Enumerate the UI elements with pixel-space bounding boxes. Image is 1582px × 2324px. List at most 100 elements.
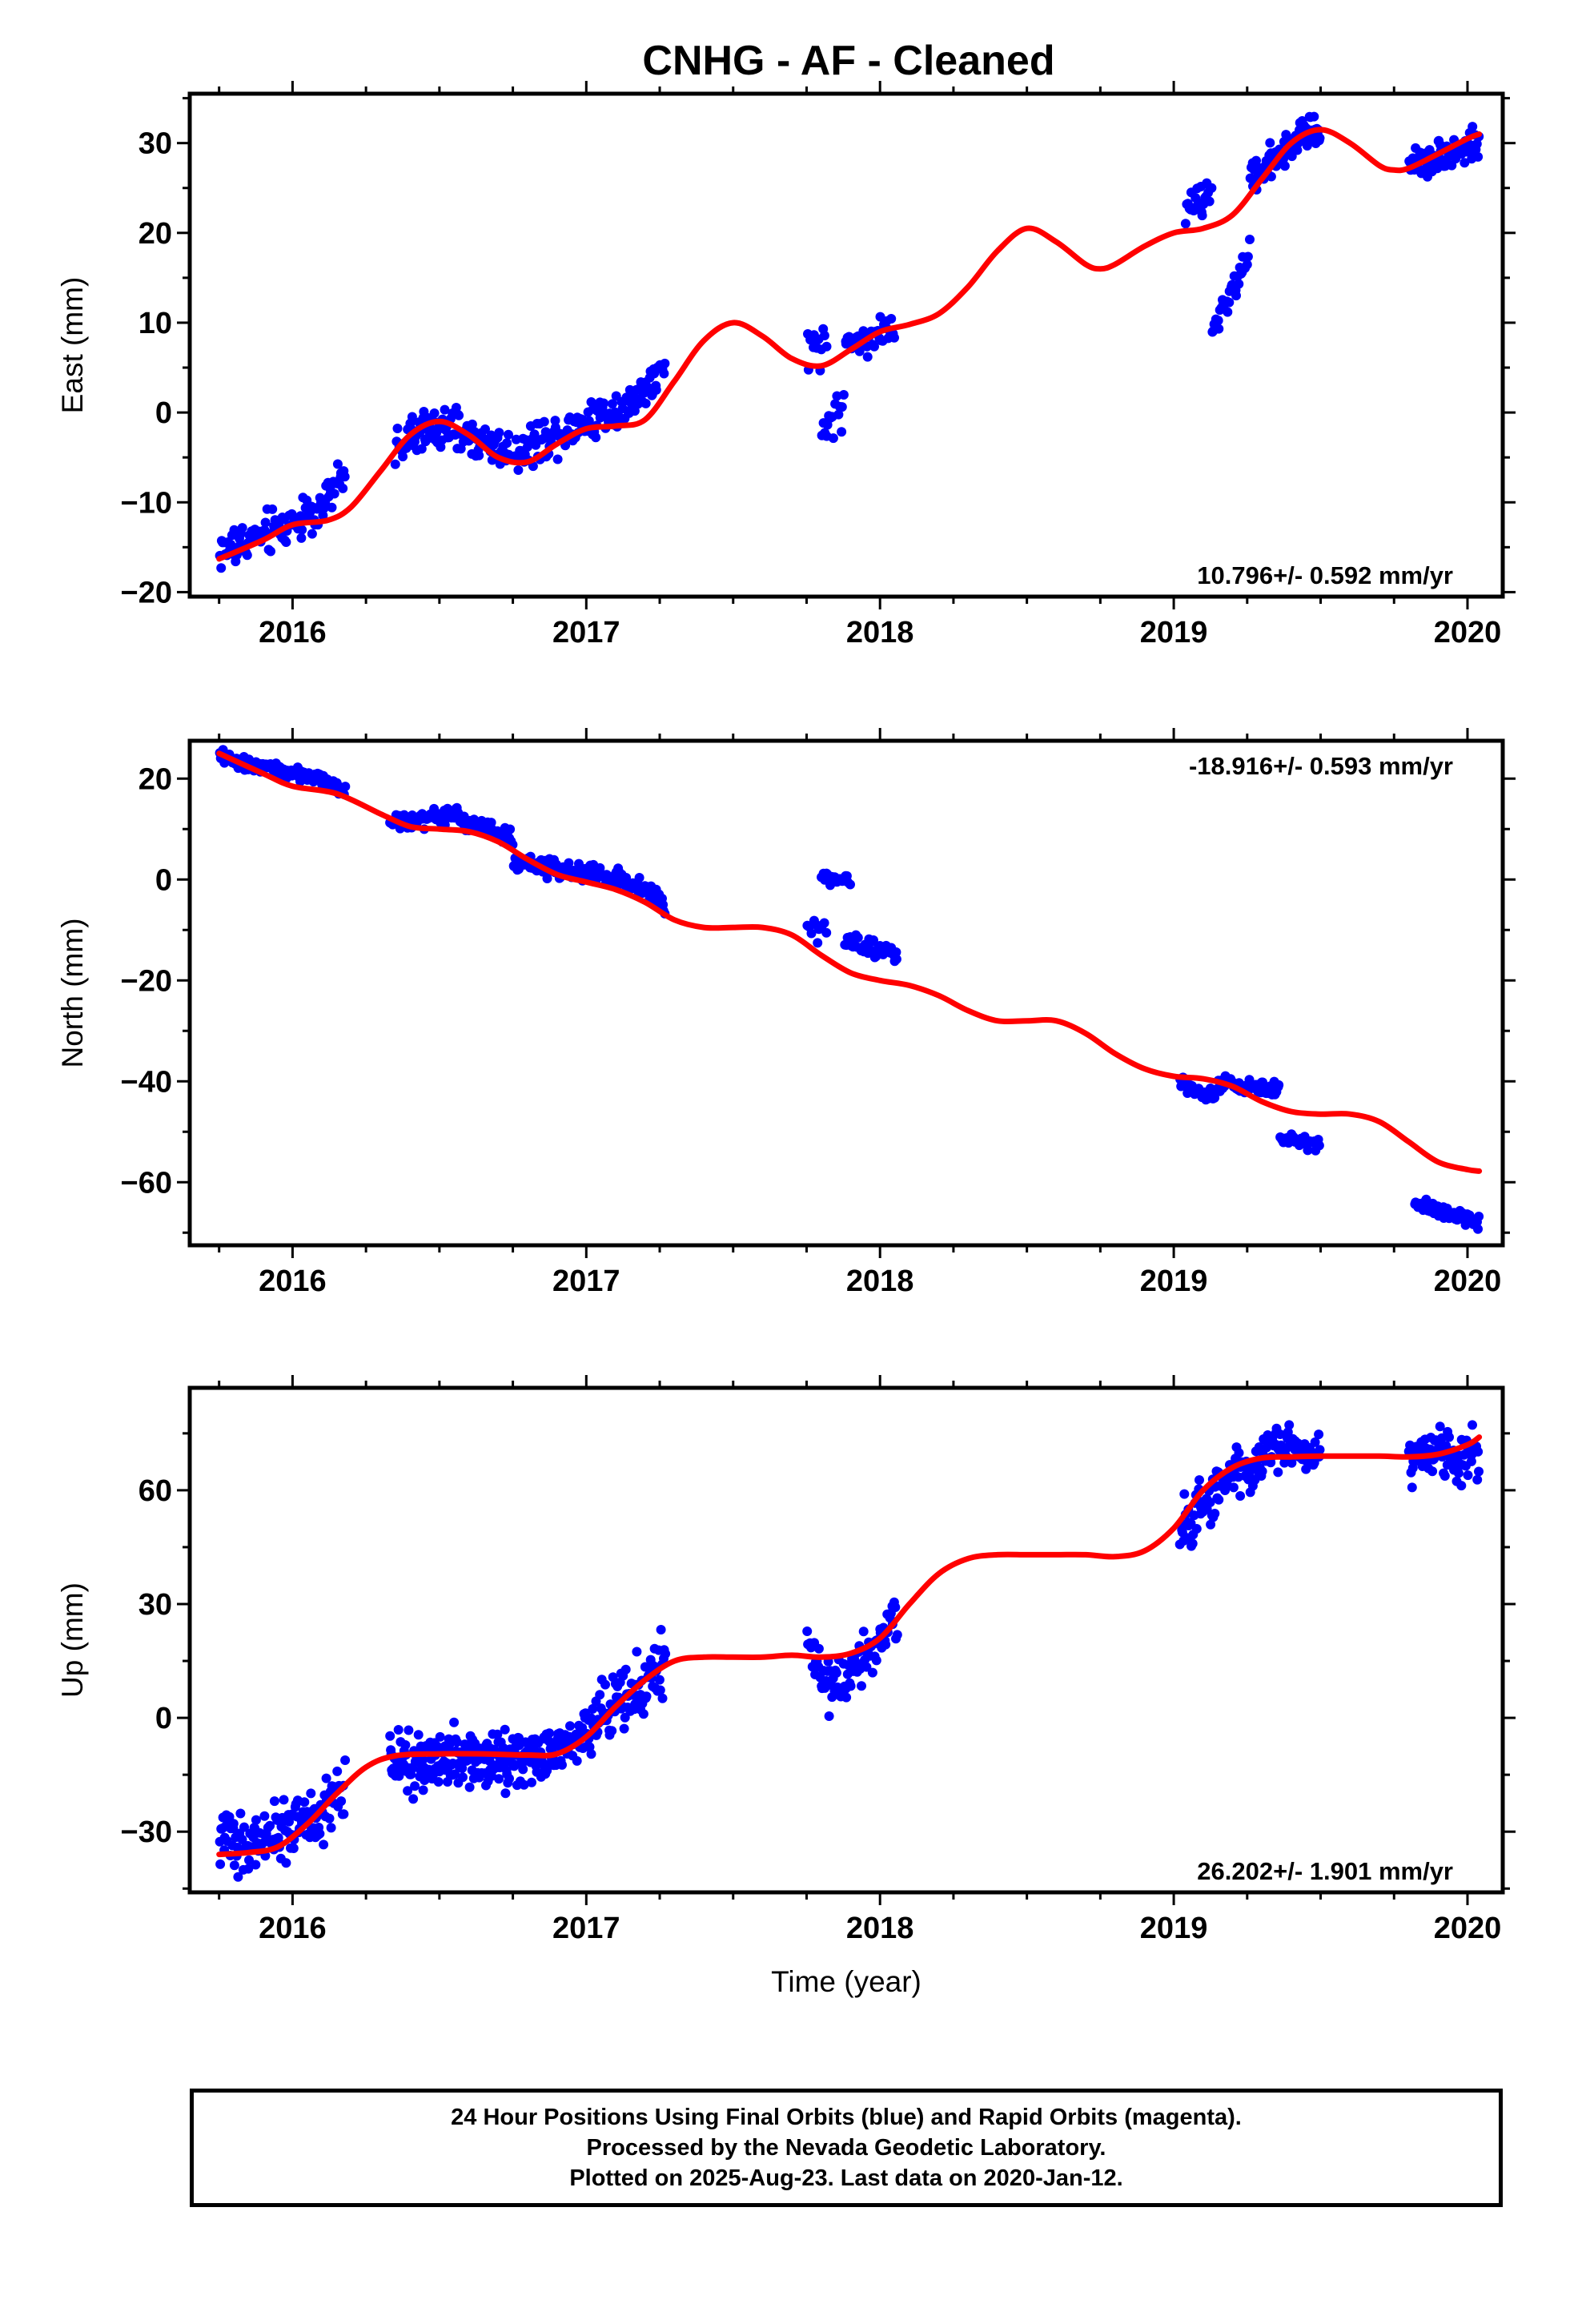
data-point: [454, 410, 464, 420]
data-point: [1310, 1437, 1320, 1447]
data-point: [1254, 1442, 1264, 1452]
data-point: [480, 424, 490, 434]
data-point: [403, 1786, 413, 1796]
data-point: [400, 1740, 411, 1750]
data-point: [620, 1664, 631, 1675]
data-point: [266, 546, 275, 557]
data-point: [1195, 1475, 1204, 1486]
data-point: [1303, 1145, 1313, 1156]
x-ticks: [218, 1375, 1469, 1905]
data-point: [600, 1679, 610, 1690]
data-point: [393, 1725, 404, 1735]
data-point: [216, 563, 227, 573]
data-point: [504, 1774, 514, 1783]
data-point: [1407, 1482, 1417, 1493]
data-point: [591, 432, 601, 443]
data-point: [1473, 151, 1484, 162]
data-point: [297, 525, 307, 535]
data-point: [837, 402, 847, 412]
data-point: [504, 429, 513, 440]
rate-label: -18.916+/- 0.593 mm/yr: [1189, 752, 1453, 780]
data-point: [1191, 1524, 1202, 1534]
data-point: [281, 1858, 291, 1868]
data-point: [474, 450, 484, 460]
x-axis-label: Time (year): [771, 1965, 921, 1998]
y-axis-label: Up (mm): [56, 1582, 89, 1698]
data-point: [385, 1731, 396, 1741]
data-point: [338, 483, 348, 493]
panel-east: 2016 2017 2018 2019 2020 −20 −10 0 10 20 30 East (m…: [56, 81, 1516, 649]
data-point: [306, 1788, 316, 1799]
data-point: [1275, 1429, 1285, 1439]
data-point: [595, 862, 605, 873]
data-point: [408, 1794, 419, 1804]
data-point: [588, 1703, 598, 1714]
data-point: [299, 1797, 310, 1807]
x-tick-label: 2016: [259, 1912, 327, 1945]
data-point: [552, 454, 563, 464]
data-point: [1472, 1474, 1483, 1485]
x-tick-label: 2020: [1434, 616, 1502, 649]
data-point: [429, 408, 440, 418]
model-curve: [216, 1434, 1483, 1858]
data-point: [239, 1822, 249, 1832]
data-point: [281, 537, 291, 547]
data-point: [871, 1655, 881, 1666]
data-point: [595, 1690, 605, 1700]
data-point: [607, 1726, 617, 1736]
data-point: [1441, 1441, 1452, 1451]
data-point: [632, 1647, 642, 1657]
data-point: [1474, 1466, 1484, 1477]
data-point: [315, 1828, 325, 1839]
rate-label: 26.202+/- 1.901 mm/yr: [1197, 1857, 1453, 1885]
data-point: [404, 1725, 414, 1735]
data-point: [599, 398, 608, 408]
data-point: [1427, 1466, 1438, 1477]
data-point: [550, 416, 560, 426]
data-point: [1207, 183, 1217, 193]
data-point: [267, 504, 278, 514]
data-point: [1436, 1433, 1447, 1443]
data-points: [215, 745, 1484, 1234]
data-point: [457, 1763, 468, 1773]
data-point: [228, 1819, 239, 1829]
data-point: [1444, 1432, 1454, 1442]
data-point: [1287, 1458, 1297, 1468]
data-point: [390, 459, 400, 469]
data-point: [819, 918, 829, 928]
data-point: [452, 1737, 462, 1747]
figure-title: CNHG - AF - Cleaned: [642, 38, 1054, 84]
data-point: [259, 1811, 270, 1821]
x-ticks: [218, 81, 1469, 609]
data-point: [1223, 307, 1233, 317]
data-point: [1265, 138, 1275, 148]
data-point: [640, 398, 651, 408]
data-point: [1456, 1481, 1467, 1491]
data-point: [269, 1796, 279, 1807]
data-point: [1214, 1494, 1224, 1505]
data-point: [318, 510, 328, 521]
data-point: [1224, 297, 1235, 308]
data-point: [260, 517, 271, 528]
data-point: [1245, 235, 1255, 244]
data-point: [340, 1755, 351, 1765]
data-point: [643, 382, 653, 392]
x-tick-label: 2016: [259, 616, 327, 649]
footer-line-2: Processed by the Nevada Geodetic Laborat…: [586, 2135, 1106, 2161]
data-point: [661, 1649, 671, 1659]
data-point: [651, 384, 661, 395]
data-point: [1179, 1489, 1190, 1499]
data-point: [1206, 1519, 1216, 1530]
data-point: [821, 927, 832, 938]
data-point: [619, 1723, 629, 1734]
data-point: [505, 824, 516, 834]
data-point: [467, 419, 477, 429]
data-point: [500, 1788, 511, 1799]
data-point: [1214, 324, 1224, 334]
data-point: [416, 444, 427, 454]
panel-up: 2016 2017 2018 2019 2020 −30 0 30 60 Up (mm) 26.20…: [56, 1375, 1516, 1945]
data-point: [1435, 1421, 1445, 1432]
data-point: [319, 1839, 329, 1850]
data-point: [458, 1772, 468, 1783]
